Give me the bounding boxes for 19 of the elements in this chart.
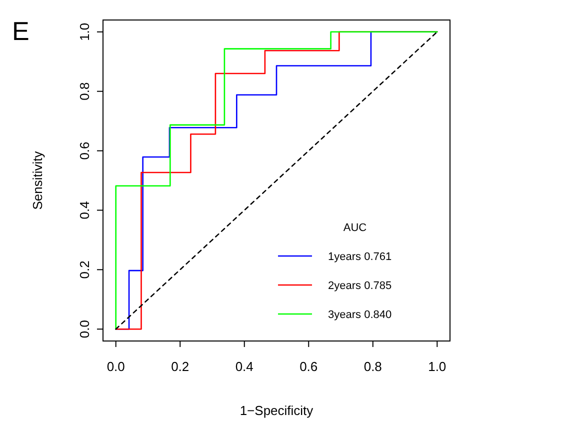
y-tick-label: 0.0 bbox=[77, 320, 92, 338]
text: E bbox=[12, 16, 30, 46]
legend-label: 3years 0.840 bbox=[328, 309, 392, 321]
x-tick-label: 0.8 bbox=[364, 359, 382, 374]
legend-label: 1years 0.761 bbox=[328, 251, 392, 263]
x-tick-label: 0.6 bbox=[300, 359, 318, 374]
y-tick-label: 0.6 bbox=[77, 142, 92, 160]
legend-title: AUC bbox=[343, 222, 367, 234]
x-tick-label: 0.2 bbox=[171, 359, 190, 374]
x-axis-title: 1−Specificity bbox=[240, 403, 314, 418]
x-tick-label: 0.0 bbox=[106, 359, 125, 374]
x-tick-label: 1.0 bbox=[428, 359, 446, 374]
y-tick-label: 0.8 bbox=[77, 82, 92, 100]
x-tick-label: 0.4 bbox=[235, 359, 254, 374]
legend-label: 2years 0.785 bbox=[328, 280, 392, 292]
y-tick-label: 1.0 bbox=[77, 22, 92, 41]
y-tick-label: 0.2 bbox=[77, 260, 92, 279]
y-tick-label: 0.4 bbox=[77, 201, 92, 220]
y-axis-title: Sensitivity bbox=[30, 150, 45, 210]
